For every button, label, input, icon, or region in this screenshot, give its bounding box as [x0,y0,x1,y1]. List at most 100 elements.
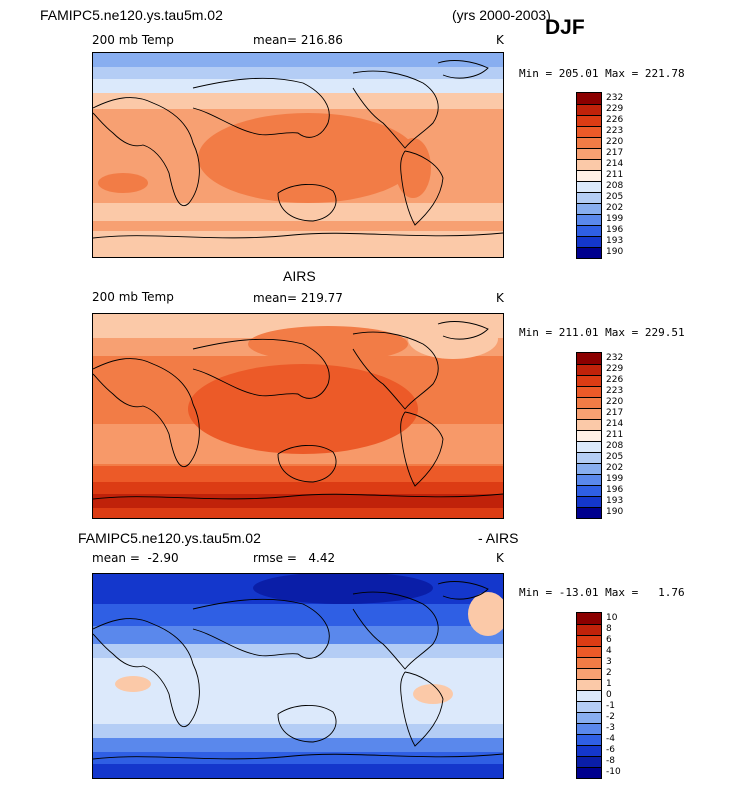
colorbar-tick-label: -6 [606,745,615,755]
panel1-mean: mean= 216.86 [253,33,343,47]
colorbar-swatch [577,745,601,756]
panel3-rmse: rmse = 4.42 [253,551,336,565]
colorbar-swatch [577,397,601,408]
colorbar-tick-label: 226 [606,375,624,385]
colorbar-tick-label: 232 [606,93,624,103]
p1-band-n1 [93,67,503,79]
p2-warm-pool [188,364,418,454]
colorbar-tick-label: 190 [606,507,624,517]
p2-coast-antarctica [93,493,503,500]
colorbar-swatch [577,624,601,635]
p2-coast-greenland [437,321,489,340]
colorbar-tick-label: 205 [606,452,624,462]
p1-coast-asia [192,77,330,138]
panel2-colorbar [576,352,602,519]
p2-band-polar-s-core [93,494,503,508]
p2-coast-australia [277,445,337,483]
colorbar-tick-label: 196 [606,485,624,495]
panel1-colorbar [576,92,602,259]
colorbar-swatch [577,170,601,181]
p1-warm-africa [98,173,148,193]
colorbar-swatch [577,148,601,159]
panel3-map-svg [93,574,503,778]
colorbar-tick-label: 202 [606,463,624,473]
case-name: FAMIPC5.ne120.ys.tau5m.02 [40,7,223,23]
colorbar-tick-label: 199 [606,474,624,484]
colorbar-tick-label: -4 [606,734,615,744]
p1-coastlines [93,60,503,239]
p1-warm-pool [198,113,418,203]
colorbar-swatch [577,126,601,137]
colorbar-swatch [577,474,601,485]
colorbar-swatch [577,225,601,236]
colorbar-tick-label: 0 [606,690,612,700]
colorbar-tick-label: 217 [606,148,624,158]
colorbar-tick-label: -10 [606,767,621,777]
p3-coast-asia [192,598,330,659]
colorbar-swatch [577,767,601,778]
colorbar-swatch [577,701,601,712]
colorbar-swatch [577,679,601,690]
colorbar-tick-label: 6 [606,635,612,645]
colorbar-tick-label: 223 [606,386,624,396]
p2-warm-pacific-n [248,326,408,362]
colorbar-tick-label: 214 [606,159,624,169]
p3-band-n2 [93,626,503,644]
p1-coast-australia [277,184,337,222]
colorbar-swatch [577,635,601,646]
p1-band-n3 [93,93,503,109]
panel2-map-svg [93,314,503,518]
p3-band-n1 [93,604,503,626]
colorbar-tick-label: 2 [606,668,612,678]
p2-coastlines [93,321,503,500]
colorbar-swatch [577,214,601,225]
p3-warm-atlantic [468,592,503,636]
colorbar-swatch [577,734,601,745]
panel1-minmax: Min = 205.01 Max = 221.78 [519,67,685,80]
colorbar-tick-label: 208 [606,441,624,451]
p1-band-polar-s [93,231,503,257]
colorbar-swatch [577,646,601,657]
p3-cold-core-n [253,574,433,604]
p1-band-polar-n [93,53,503,67]
p3-warm-samerica [413,684,453,704]
panel1-units: K [496,33,504,47]
colorbar-tick-label: 208 [606,181,624,191]
colorbar-swatch [577,723,601,734]
colorbar-tick-label: -1 [606,701,615,711]
colorbar-tick-label: 211 [606,170,624,180]
p1-band-s1 [93,203,503,221]
colorbar-swatch [577,236,601,247]
panel2-title: AIRS [283,268,316,284]
colorbar-swatch [577,386,601,397]
p3-band-n3 [93,644,503,658]
colorbar-swatch [577,430,601,441]
colorbar-swatch [577,192,601,203]
p3-coastlines [93,581,503,760]
colorbar-tick-label: 229 [606,364,624,374]
p3-coast-greenland [437,581,489,600]
panel3-title-right: - AIRS [478,530,519,546]
colorbar-swatch [577,668,601,679]
colorbar-swatch [577,353,601,364]
colorbar-swatch [577,364,601,375]
colorbar-swatch [577,496,601,507]
p1-coast-namerica [352,70,439,149]
colorbar-tick-label: 196 [606,225,624,235]
p3-band-s1 [93,724,503,738]
colorbar-tick-label: 190 [606,247,624,257]
panel3-mean: mean = -2.90 [92,551,179,565]
p3-coast-antarctica [93,753,503,760]
colorbar-swatch [577,408,601,419]
colorbar-tick-label: 199 [606,214,624,224]
colorbar-tick-label: 193 [606,236,624,246]
colorbar-swatch [577,690,601,701]
colorbar-swatch [577,463,601,474]
p1-coast-greenland [437,60,489,79]
colorbar-tick-label: 229 [606,104,624,114]
p3-coast-namerica [352,591,439,670]
colorbar-swatch [577,159,601,170]
colorbar-tick-label: 10 [606,613,618,623]
p3-coast-australia [277,705,337,743]
panel3-title-left: FAMIPC5.ne120.ys.tau5m.02 [78,530,261,546]
